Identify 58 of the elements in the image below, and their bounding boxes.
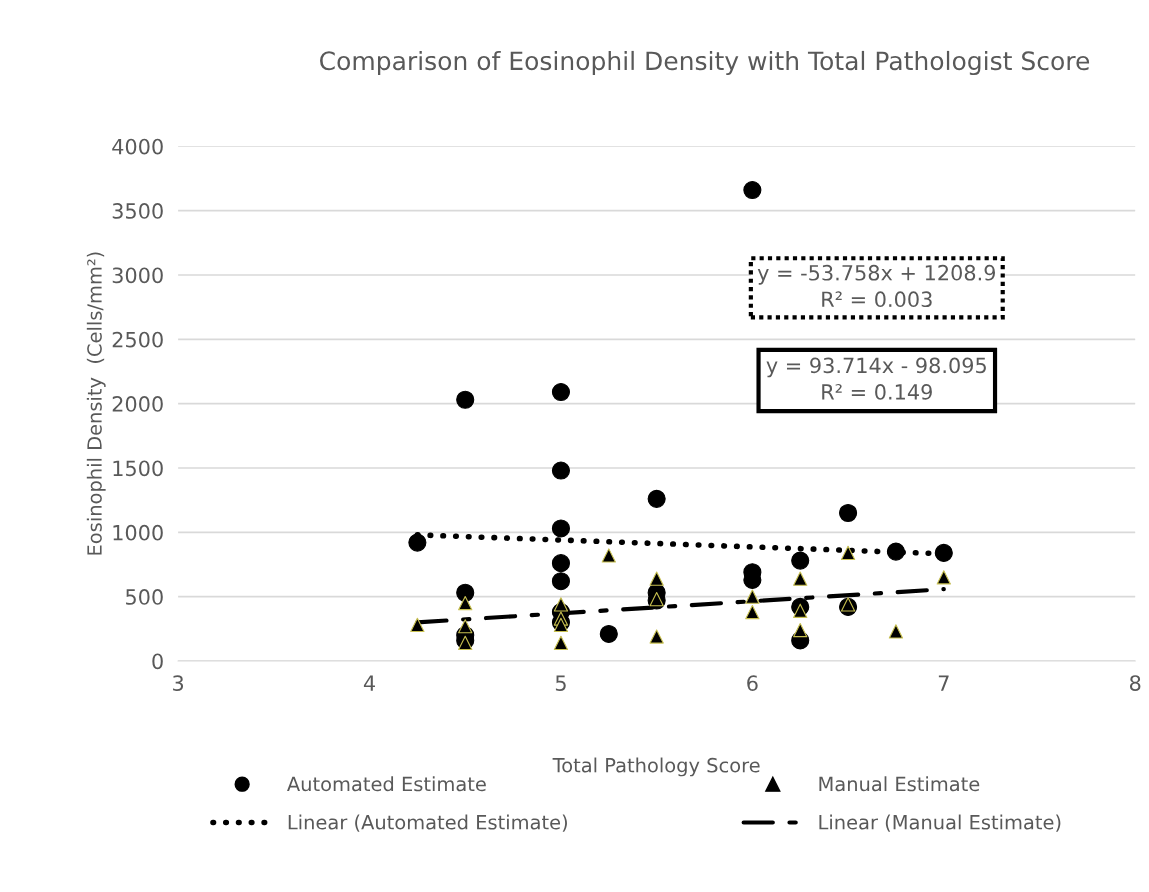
legend-label: Linear (Manual Estimate): [819, 814, 1061, 832]
point: [936, 570, 951, 585]
y-tick-label: 1000: [113, 524, 163, 541]
y-tick-label: 3500: [112, 203, 163, 219]
point: [649, 629, 664, 644]
annotation: y = 93.714x - 98.095 R² = 0.149: [766, 357, 986, 400]
point: [553, 617, 569, 633]
point: [599, 624, 618, 644]
point: [551, 554, 571, 573]
y-tick-label: 1500: [113, 460, 163, 477]
point: [840, 597, 856, 612]
point: [791, 551, 810, 570]
x-tick-label: 8: [1130, 675, 1141, 691]
y-tick-label: 4000: [112, 138, 163, 155]
point: [551, 461, 571, 480]
y-tick-label: 2500: [112, 331, 163, 348]
point: [839, 503, 858, 523]
point: [886, 542, 905, 561]
y-axis-title: Eosinophil Density (Cells/mm²): [86, 252, 106, 555]
point: [551, 519, 571, 538]
y-tick-label: 2000: [112, 396, 163, 412]
point: [456, 583, 475, 602]
point: [601, 548, 616, 563]
x-tick-label: 5: [555, 675, 566, 691]
point: [649, 571, 664, 586]
point: [745, 589, 760, 604]
point: [745, 604, 760, 620]
point: [456, 390, 475, 409]
point: [793, 571, 808, 586]
point: [410, 617, 425, 633]
point: [458, 635, 473, 651]
y-tick-label: 3000: [112, 267, 163, 284]
annotation: y = -53.758x + 1208.9 R² = 0.003: [757, 264, 996, 308]
legend-label: Linear (Automated Estimate): [288, 814, 567, 832]
legend-label: Automated Estimate: [287, 776, 486, 792]
point: [743, 180, 762, 200]
chart-title: Comparison of Eosinophil Density with Total Pathologist Score: [320, 50, 1090, 76]
point: [840, 545, 856, 561]
point: [553, 635, 569, 651]
point: [793, 603, 808, 618]
point: [934, 543, 953, 562]
point: [551, 572, 571, 591]
x-tick-label: 4: [363, 675, 375, 691]
point: [458, 595, 473, 611]
point: [888, 624, 904, 639]
y-tick-label: 500: [126, 589, 163, 605]
x-tick-label: 6: [747, 675, 758, 691]
x-axis-title: Total Pathology Score: [552, 757, 760, 777]
x-tick-label: 3: [173, 675, 184, 691]
x-tick-label: 7: [938, 675, 949, 691]
point: [647, 489, 666, 508]
point: [553, 597, 569, 612]
point: [458, 619, 473, 634]
point: [408, 533, 427, 552]
legend-label: Manual Estimate: [819, 776, 980, 792]
point: [793, 622, 808, 638]
y-tick-label: 0: [152, 653, 163, 670]
point: [551, 382, 571, 402]
